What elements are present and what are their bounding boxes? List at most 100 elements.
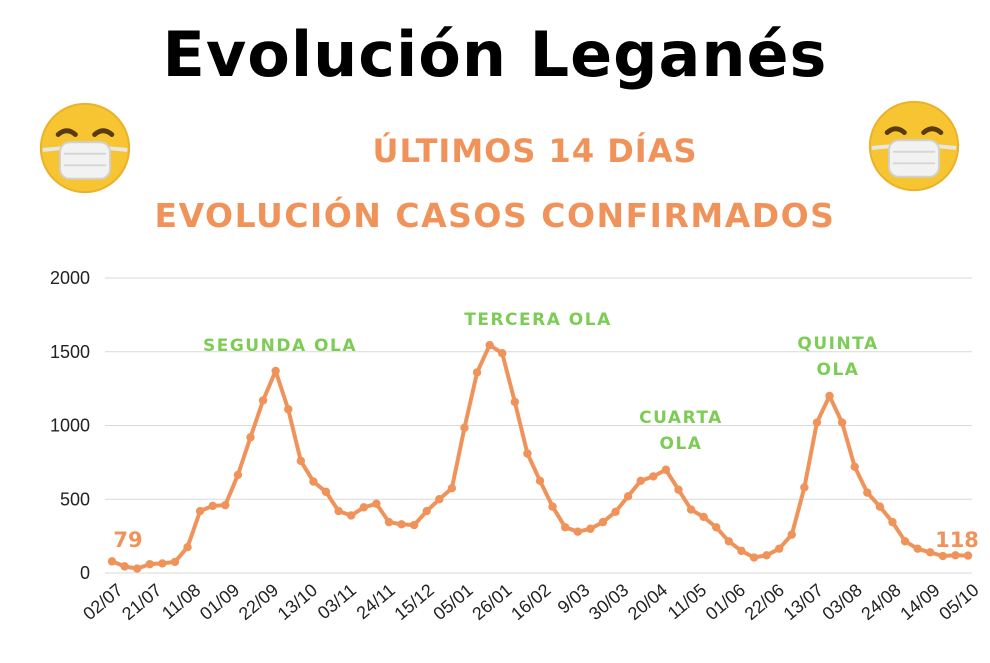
data-point [258, 396, 268, 405]
data-point [724, 537, 734, 546]
data-point [749, 553, 759, 562]
x-tick-label: 22/09 [235, 580, 282, 624]
data-point [686, 505, 696, 514]
x-tick-label: 21/07 [118, 580, 165, 624]
data-point [938, 551, 948, 561]
page-title: Evolución Leganés [162, 18, 828, 91]
subtitle-confirmed-cases: EVOLUCIÓN CASOS CONFIRMADOS [154, 196, 836, 235]
data-point [850, 462, 859, 471]
x-tick-label: 22/06 [741, 580, 788, 624]
data-point [107, 557, 117, 566]
x-tick-label: 02/07 [79, 580, 126, 624]
x-tick-label: 24/08 [857, 580, 904, 624]
data-point [812, 418, 822, 427]
data-point [598, 517, 608, 527]
x-tick-label: 05/01 [429, 580, 476, 624]
data-point [699, 512, 708, 522]
data-point [233, 470, 243, 480]
data-point [951, 551, 960, 560]
data-point [498, 349, 507, 358]
y-tick-label: 1000 [50, 416, 90, 436]
x-tick-label: 24/11 [353, 580, 399, 623]
x-tick-label: 30/03 [585, 580, 632, 624]
data-point [535, 476, 545, 486]
data-point [321, 487, 331, 497]
data-point [787, 530, 796, 539]
x-tick-label: 13/10 [274, 580, 321, 624]
data-point [447, 483, 457, 493]
data-point [359, 503, 368, 512]
data-point [762, 551, 771, 560]
face-with-mask-icon [39, 102, 131, 194]
data-point [586, 524, 595, 533]
x-tick-label: 03/11 [314, 580, 360, 623]
data-point [926, 548, 935, 557]
data-point [334, 506, 343, 516]
data-point [435, 495, 444, 504]
data-point [800, 483, 809, 492]
data-point [674, 485, 683, 494]
data-point [460, 423, 469, 432]
data-point [863, 488, 872, 497]
wave-annotation: TERCERA OLA [464, 310, 612, 330]
y-tick-label: 1500 [50, 342, 90, 362]
data-point [145, 559, 154, 569]
data-point [246, 433, 255, 442]
data-point [158, 559, 167, 568]
x-tick-label: 01/09 [196, 580, 243, 624]
x-tick-label: 05/10 [935, 580, 982, 624]
data-point [422, 506, 431, 516]
subtitle-last-14-days: ÚLTIMOS 14 DÍAS [372, 132, 698, 170]
data-point [523, 449, 532, 458]
y-tick-label: 500 [60, 489, 90, 509]
data-point [195, 506, 205, 516]
wave-annotation: CUARTA [639, 408, 723, 428]
data-point [661, 465, 671, 474]
data-point [913, 544, 922, 553]
data-point [636, 476, 645, 486]
data-point [712, 523, 721, 532]
wave-annotation: OLA [660, 434, 703, 454]
x-tick-label: 11/05 [664, 580, 710, 623]
data-point [472, 368, 482, 377]
wave-annotation: SEGUNDA OLA [203, 336, 357, 356]
x-tick-label: 15/12 [390, 580, 437, 624]
x-tick-label: 01/06 [702, 580, 749, 624]
y-tick-label: 0 [80, 563, 90, 583]
x-tick-label: 20/04 [624, 580, 671, 624]
data-point [825, 391, 834, 401]
data-point [372, 499, 381, 508]
data-point [623, 492, 633, 501]
data-point [875, 502, 885, 511]
data-point [560, 523, 570, 532]
data-point [737, 546, 746, 556]
face-with-mask-icon [868, 100, 960, 192]
x-tick-label: 11/08 [158, 580, 204, 623]
data-point [573, 527, 582, 536]
data-point [296, 456, 306, 466]
y-tick-label: 2000 [50, 268, 90, 288]
data-point [837, 418, 847, 427]
data-point [649, 472, 658, 481]
data-point [409, 520, 419, 530]
wave-annotation: OLA [817, 360, 860, 380]
data-point [346, 511, 356, 520]
data-point [888, 517, 897, 527]
data-point [510, 397, 520, 407]
data-point [132, 564, 142, 573]
data-point [284, 405, 293, 414]
data-label: 79 [113, 528, 142, 552]
data-point [170, 557, 180, 567]
data-point [548, 502, 557, 511]
data-point [774, 544, 784, 553]
data-point [309, 477, 318, 486]
x-tick-label: 03/08 [818, 580, 865, 624]
data-point [963, 551, 973, 560]
data-point [208, 501, 217, 511]
wave-annotation: QUINTA [797, 334, 878, 354]
x-tick-label: 16/02 [507, 580, 554, 624]
data-point [221, 500, 230, 510]
data-point [183, 542, 192, 552]
data-point [384, 517, 394, 527]
